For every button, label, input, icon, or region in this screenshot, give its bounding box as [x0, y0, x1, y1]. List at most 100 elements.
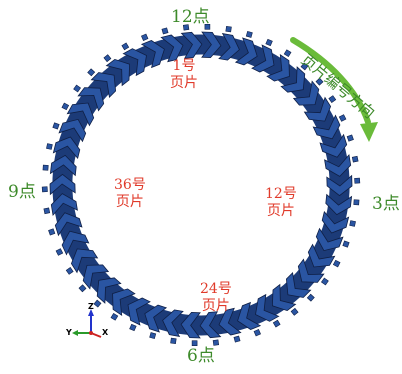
blade-label-36-number: 36号 [114, 177, 146, 193]
blade-tab [225, 25, 232, 33]
clock-label-9: 9点 [8, 182, 36, 202]
blade-tab [315, 77, 324, 86]
axis-z-label: Z [88, 302, 94, 311]
blade-tab [320, 277, 329, 286]
blade-label-1-number: 1号 [172, 58, 196, 74]
blade [199, 311, 222, 339]
blade-label-24: 24号 页片 [200, 281, 232, 315]
blade-label-1-word: 页片 [170, 74, 198, 91]
blade-tab [46, 143, 53, 150]
blade [280, 66, 306, 93]
blade-tab [73, 84, 82, 93]
clock-label-12: 12点 [171, 7, 210, 27]
arrow-head-icon [360, 122, 378, 142]
blade [61, 230, 90, 256]
clock-label-6: 6点 [187, 346, 215, 366]
blade [325, 193, 353, 216]
blade-tab [103, 54, 112, 63]
blade-tab [149, 332, 157, 340]
blade-tab [161, 27, 169, 35]
blade-tab [253, 329, 261, 337]
blade [90, 72, 117, 99]
blade-tab [182, 24, 190, 31]
blade [319, 133, 348, 158]
blade [324, 153, 352, 177]
blade [315, 227, 344, 252]
blade-ring-icon [41, 23, 361, 347]
blade-tab [342, 240, 350, 248]
blade-tab [170, 337, 177, 345]
blade-tab [338, 114, 347, 122]
blade [162, 309, 184, 337]
blade [54, 212, 83, 237]
blade-label-1: 1号 页片 [170, 58, 198, 92]
blade-tab [354, 177, 361, 184]
blade-tab [129, 323, 137, 332]
blade-tab [55, 248, 64, 256]
axis-y-label: Y [66, 328, 72, 337]
blade-label-36-word: 页片 [115, 193, 144, 210]
blade [312, 114, 341, 140]
blade [49, 154, 77, 177]
blade [58, 118, 87, 143]
blade-tab [290, 307, 299, 316]
blade-tab [245, 30, 253, 38]
blade-label-12-number: 12号 [265, 186, 297, 202]
blade-tab [65, 266, 74, 275]
blade [180, 311, 201, 339]
blade [251, 44, 275, 73]
blade-tab [43, 207, 51, 215]
blade [297, 258, 325, 283]
blade-tab [306, 293, 315, 302]
blade [52, 136, 81, 160]
blade-label-36: 36号 页片 [114, 177, 146, 211]
blade-tab [300, 62, 309, 71]
blade-tab [349, 220, 356, 227]
blade [234, 37, 258, 66]
blade-tab [110, 312, 119, 321]
axis-x-label: X [102, 328, 109, 337]
blade-tab [52, 122, 60, 130]
blade [144, 304, 168, 333]
blade-tab [141, 33, 149, 41]
blade-tab [332, 259, 341, 268]
blade-label-12-word: 页片 [266, 202, 295, 219]
blade [303, 96, 332, 122]
blade [112, 288, 136, 317]
blade-tab [93, 299, 102, 308]
blade-tab [265, 38, 273, 47]
blade [201, 31, 222, 59]
blade-label-12: 12号 页片 [265, 186, 297, 220]
blade [77, 87, 105, 112]
curved-direction-arrow-icon [290, 37, 371, 125]
blade-tab [121, 42, 130, 51]
blade-label-24-number: 24号 [200, 281, 232, 297]
blade [105, 58, 131, 87]
blade-tab [61, 102, 70, 111]
blade-tab [191, 340, 198, 347]
coordinate-triad-icon [72, 309, 102, 338]
blade [285, 271, 312, 298]
blade [82, 264, 110, 290]
blade-label-24-word: 页片 [201, 297, 230, 314]
blade [307, 243, 336, 268]
blade-tab [212, 339, 220, 346]
blade [292, 80, 320, 106]
blade-tab [346, 134, 354, 142]
blade [49, 173, 76, 196]
blade [321, 210, 350, 234]
blade [66, 102, 95, 127]
blade-tab [204, 23, 211, 30]
blade [180, 31, 203, 59]
blade [255, 293, 280, 322]
blade-tab [283, 49, 292, 58]
blade [218, 33, 240, 61]
blade [266, 53, 290, 82]
blade-tab [351, 155, 359, 163]
blade-tab [42, 164, 49, 171]
blade-tab [272, 319, 281, 328]
blade-tab [353, 199, 360, 206]
blade [50, 193, 78, 217]
